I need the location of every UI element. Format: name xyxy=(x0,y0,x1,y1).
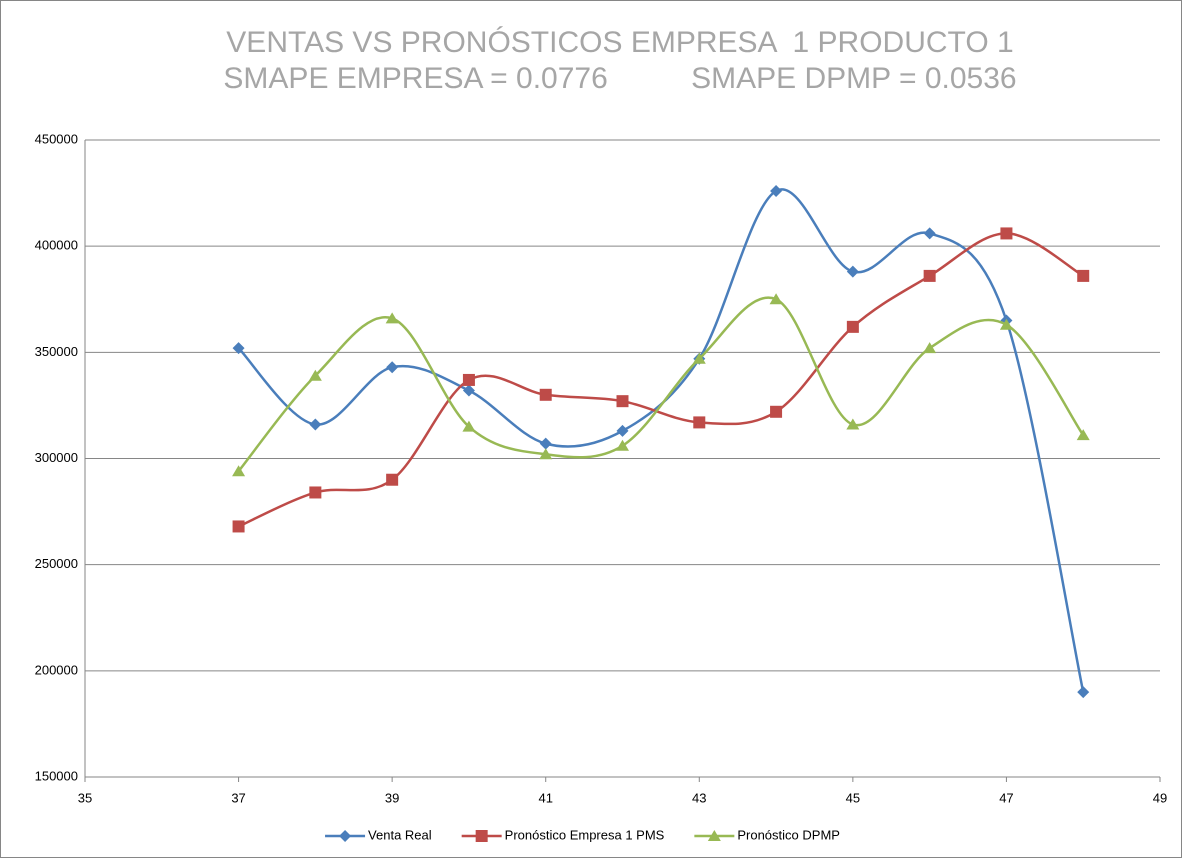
marker xyxy=(707,830,721,841)
marker xyxy=(692,352,706,364)
marker xyxy=(539,388,552,401)
legend-label: Pronóstico DPMP xyxy=(737,827,840,842)
marker xyxy=(1000,227,1013,240)
y-tick-label: 400000 xyxy=(35,238,78,253)
marker xyxy=(999,318,1013,330)
x-tick-label: 37 xyxy=(231,790,245,805)
marker xyxy=(1077,269,1090,282)
marker xyxy=(386,473,399,486)
marker xyxy=(846,320,859,333)
marker xyxy=(475,830,488,842)
x-tick-label: 35 xyxy=(78,790,92,805)
marker xyxy=(846,418,860,430)
marker xyxy=(770,184,783,197)
marker xyxy=(232,342,245,355)
legend: Venta Real Pronóstico Empresa 1 PMS Pronós… xyxy=(325,827,840,842)
marker xyxy=(616,439,629,451)
marker xyxy=(232,465,246,477)
marker xyxy=(923,342,937,354)
marker xyxy=(309,418,322,431)
series-line xyxy=(237,296,1085,473)
x-tick-label: 41 xyxy=(538,790,552,805)
chart-title: VENTAS VS PRONÓSTICOS EMPRESA 1 PRODUCTO… xyxy=(226,26,1013,59)
marker xyxy=(693,416,706,429)
marker xyxy=(232,520,245,533)
chart-subtitle: SMAPE EMPRESA = 0.0776 SMAPE DPMP = 0.05… xyxy=(223,62,1016,95)
y-tick-label: 250000 xyxy=(35,556,78,571)
marker xyxy=(462,420,476,432)
marker xyxy=(616,424,629,437)
legend-label: Venta Real xyxy=(368,827,432,842)
x-tick-label: 47 xyxy=(999,790,1013,805)
marker xyxy=(386,361,399,374)
x-tick-label: 43 xyxy=(692,790,706,805)
marker xyxy=(385,312,399,324)
y-tick-label: 350000 xyxy=(35,344,78,359)
marker xyxy=(769,293,783,305)
y-tick-label: 300000 xyxy=(35,450,78,465)
marker xyxy=(770,405,783,418)
y-tick-label: 150000 xyxy=(35,768,78,783)
marker xyxy=(462,384,475,397)
marker xyxy=(308,369,322,381)
legend-label: Pronóstico Empresa 1 PMS xyxy=(505,827,665,842)
marker xyxy=(462,373,475,386)
marker xyxy=(339,830,352,842)
marker xyxy=(1077,686,1090,699)
marker xyxy=(1076,429,1090,441)
x-tick-label: 39 xyxy=(385,790,399,805)
marker xyxy=(923,227,936,240)
marker xyxy=(539,448,553,460)
x-tick-label: 49 xyxy=(1153,790,1167,805)
marker xyxy=(846,265,859,278)
marker xyxy=(616,395,629,408)
marker xyxy=(539,437,552,450)
marker xyxy=(309,486,322,499)
y-tick-label: 200000 xyxy=(35,662,78,677)
marker xyxy=(923,269,936,282)
y-tick-label: 450000 xyxy=(35,131,78,146)
x-tick-label: 45 xyxy=(846,790,860,805)
